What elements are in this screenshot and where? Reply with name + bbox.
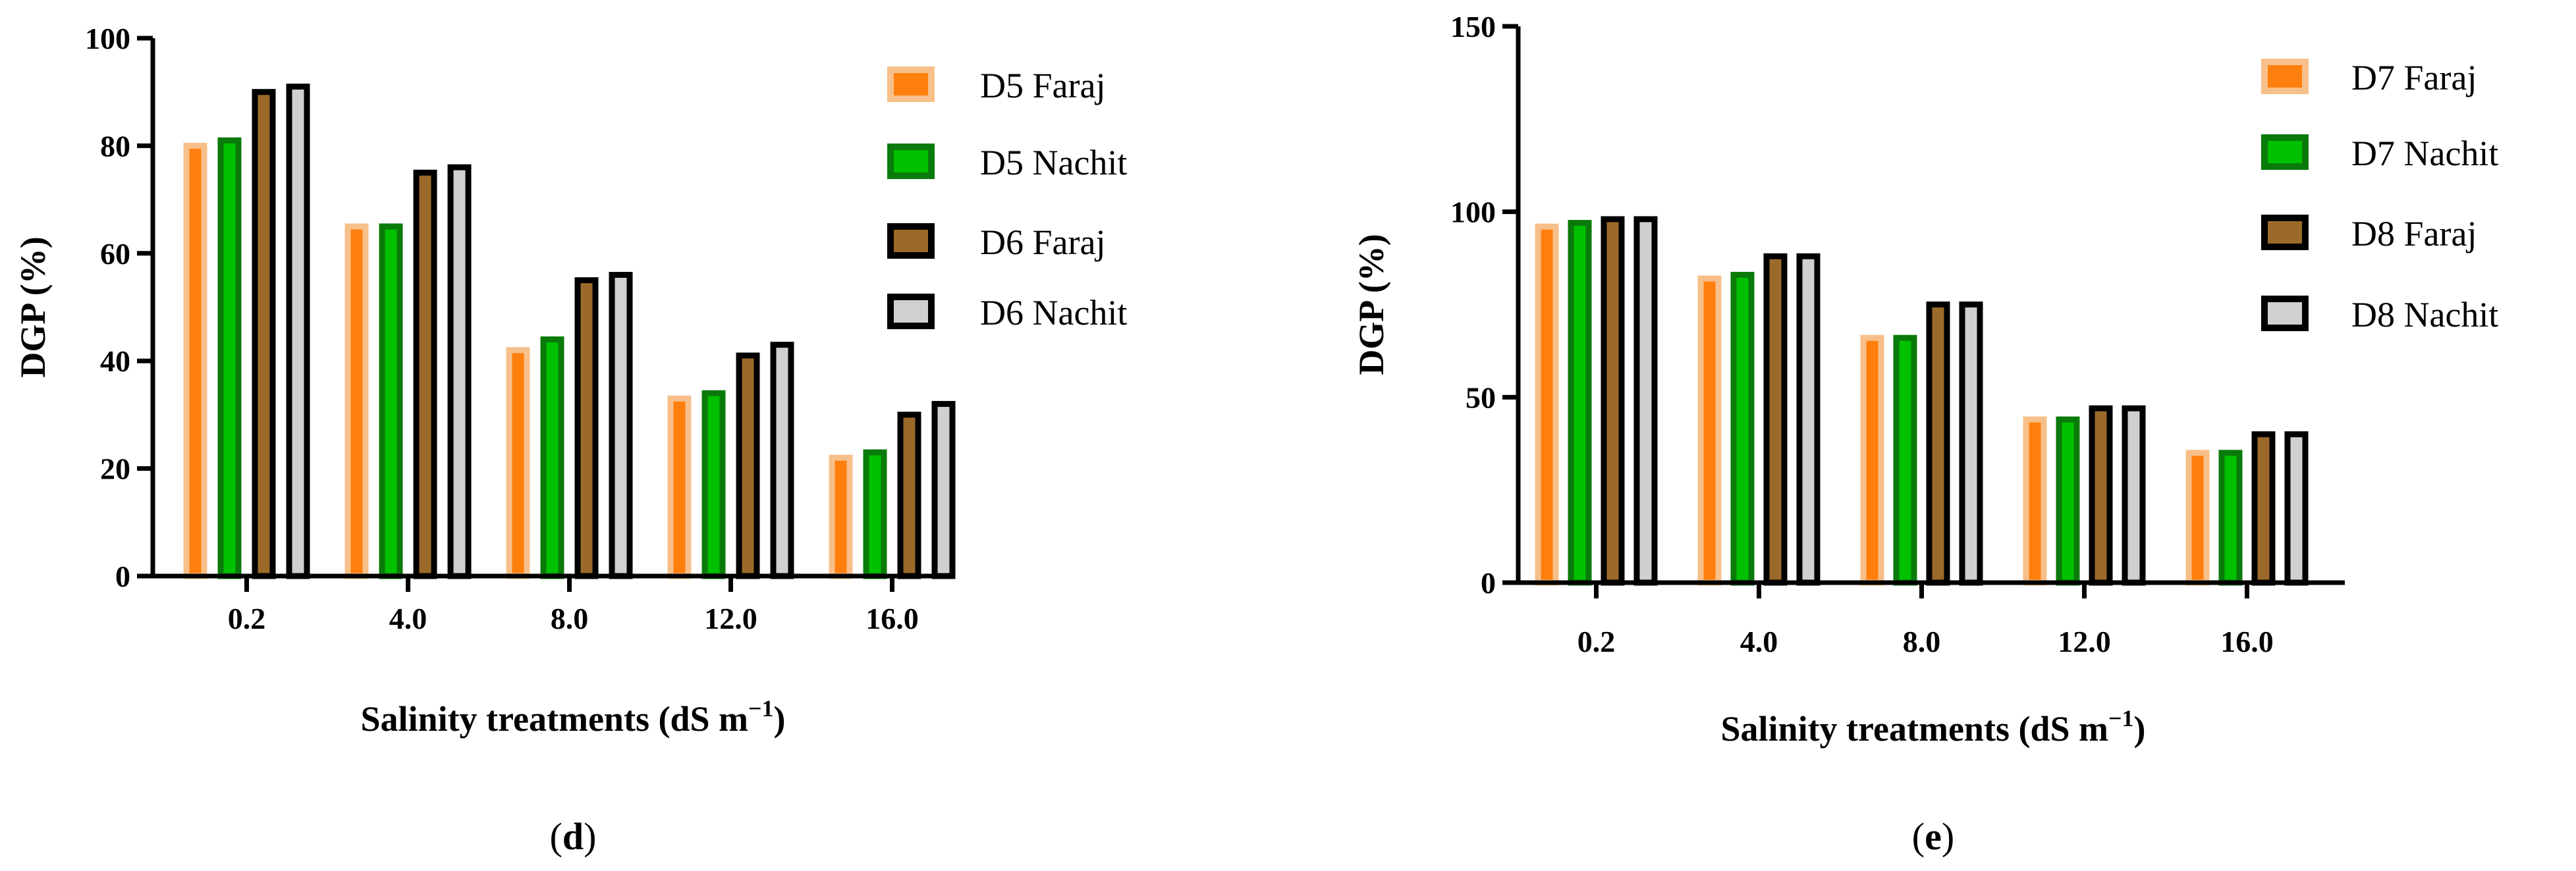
- y-tick-label: 40: [100, 344, 130, 378]
- bar-d7-faraj: [2023, 416, 2047, 586]
- x-tick-label: 16.0: [865, 602, 919, 635]
- bar-d6-faraj: [736, 352, 760, 579]
- x-tick-label: 8.0: [551, 602, 589, 635]
- panel-label: (e): [1912, 815, 1954, 858]
- legend-swatch: [887, 144, 935, 179]
- bar-d5-faraj: [829, 454, 853, 579]
- legend-label: D5 Nachit: [980, 143, 1127, 182]
- bar-d8-faraj: [1601, 216, 1625, 586]
- legend-label: D6 Nachit: [980, 293, 1127, 332]
- bar-d6-faraj: [897, 411, 921, 579]
- legend-label: D7 Nachit: [2351, 134, 2498, 173]
- bar-d8-nachit: [2284, 431, 2309, 586]
- chart-panel-d: 0 20 40 60 80 100 0.2 4.0 8.0 12.0 16.0 Salinity tr…: [13, 22, 1127, 858]
- y-tick-label: 0: [1481, 566, 1496, 600]
- x-tick-label: 4.0: [1740, 625, 1778, 658]
- legend-swatch: [887, 294, 935, 329]
- x-tick-label: 12.0: [2058, 625, 2111, 658]
- y-tick-label: 150: [1450, 10, 1496, 43]
- bar-d8-nachit: [1633, 216, 1658, 586]
- legend-swatch: [2261, 296, 2309, 331]
- bar-d5-faraj: [183, 142, 207, 579]
- x-tick-label: 4.0: [389, 602, 427, 635]
- bar-d5-nachit: [217, 137, 242, 579]
- bar-d8-faraj: [2251, 431, 2276, 586]
- y-axis-title: DGP (%): [13, 236, 53, 377]
- bar-d8-faraj: [2089, 405, 2113, 586]
- bar-d5-faraj: [506, 347, 530, 579]
- bar-d7-faraj: [1860, 334, 1884, 586]
- y-tick-label: 50: [1466, 381, 1496, 414]
- bar-d5-nachit: [701, 390, 726, 579]
- bar-d5-faraj: [667, 395, 692, 579]
- x-axis-title: Salinity treatments (dS m−1): [361, 695, 786, 739]
- bar-d7-nachit: [1568, 220, 1592, 586]
- bar-d6-nachit: [770, 342, 794, 579]
- x-tick-label: 16.0: [2220, 625, 2274, 658]
- legend-swatch: [2261, 134, 2309, 170]
- legend-swatch: [2261, 59, 2309, 94]
- bar-d7-faraj: [1697, 275, 1722, 586]
- bar-d5-nachit: [540, 336, 564, 579]
- bar-d8-faraj: [1763, 253, 1788, 586]
- x-tick-label: 0.2: [228, 602, 266, 635]
- x-tick-label: 8.0: [1903, 625, 1941, 658]
- bar-d6-faraj: [413, 169, 437, 579]
- bar-d6-nachit: [931, 401, 956, 579]
- y-tick-label: 60: [100, 237, 130, 271]
- bar-d5-nachit: [863, 449, 887, 579]
- y-tick-label: 80: [100, 129, 130, 163]
- bar-d7-nachit: [2056, 416, 2080, 586]
- y-tick-label: 20: [100, 452, 130, 486]
- y-tick-label: 100: [1450, 196, 1496, 229]
- bar-d8-nachit: [1796, 253, 1821, 586]
- bar-d8-faraj: [1926, 302, 1950, 586]
- bar-d6-faraj: [574, 277, 599, 579]
- legend-label: D5 Faraj: [980, 66, 1105, 105]
- legend-label: D8 Faraj: [2351, 214, 2477, 253]
- y-tick-label: 0: [115, 560, 130, 593]
- legend-label: D8 Nachit: [2351, 295, 2498, 334]
- bar-d5-nachit: [379, 223, 403, 579]
- chart-panel-e: 0 50 100 150 0.2 4.0 8.0 12.0 16.0 Salinity treat…: [1352, 10, 2498, 858]
- x-tick-label: 12.0: [704, 602, 757, 635]
- bar-d6-nachit: [609, 271, 633, 579]
- bar-d5-faraj: [344, 223, 369, 579]
- bar-d7-nachit: [2218, 450, 2243, 586]
- x-axis-title: Salinity treatments (dS m−1): [1721, 705, 2146, 749]
- x-tick-label: 0.2: [1577, 625, 1616, 658]
- legend-swatch: [887, 223, 935, 259]
- bar-d7-nachit: [1730, 271, 1755, 586]
- y-axis-title: DGP (%): [1352, 234, 1391, 375]
- bar-d6-nachit: [447, 164, 472, 579]
- bar-d8-nachit: [2122, 405, 2146, 586]
- y-tick-label: 100: [85, 22, 130, 55]
- legend-label: D7 Faraj: [2351, 58, 2477, 97]
- bar-d7-faraj: [2185, 450, 2210, 586]
- bar-d6-faraj: [252, 89, 276, 579]
- legend-swatch: [2261, 215, 2309, 250]
- bar-d8-nachit: [1959, 302, 1983, 586]
- panel-label: (d): [550, 815, 597, 858]
- bar-d7-nachit: [1893, 334, 1917, 586]
- legend-swatch: [887, 66, 935, 102]
- bar-d6-nachit: [286, 84, 310, 579]
- bar-d7-faraj: [1535, 223, 1559, 586]
- legend-label: D6 Faraj: [980, 223, 1105, 262]
